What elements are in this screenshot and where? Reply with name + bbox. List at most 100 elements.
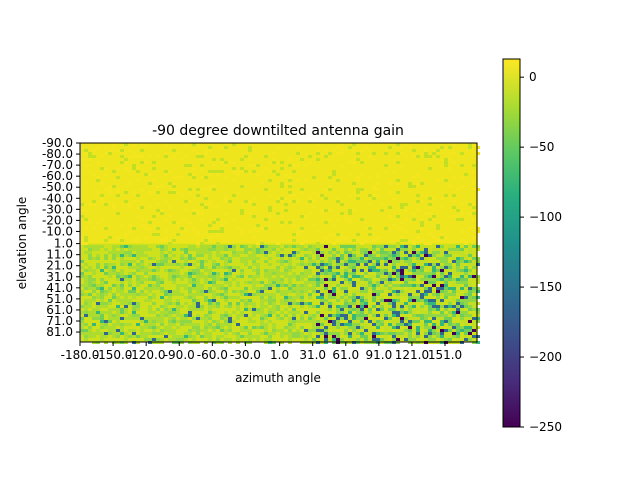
heatmap-cell <box>196 155 200 158</box>
heatmap-cell <box>404 254 408 257</box>
heatmap-cell <box>192 230 196 233</box>
heatmap-cell <box>252 287 256 290</box>
heatmap-cell <box>408 182 412 185</box>
heatmap-cell <box>168 182 172 185</box>
heatmap-cell <box>216 335 220 338</box>
heatmap-cell <box>312 224 316 227</box>
heatmap-cell <box>464 257 468 260</box>
heatmap-cell <box>280 260 284 263</box>
heatmap-cell <box>296 293 300 296</box>
heatmap-cell <box>104 305 108 308</box>
heatmap-cell <box>352 305 356 308</box>
heatmap-cell <box>332 338 336 341</box>
heatmap-cell <box>252 206 256 209</box>
heatmap-cell <box>424 290 428 293</box>
heatmap-cell <box>188 191 192 194</box>
heatmap-cell <box>224 257 228 260</box>
heatmap-cell <box>404 155 408 158</box>
heatmap-cell <box>116 275 120 278</box>
heatmap-cell <box>328 332 332 335</box>
heatmap-cell <box>468 299 472 302</box>
heatmap-cell <box>440 305 444 308</box>
heatmap-cell <box>472 308 476 311</box>
heatmap-cell <box>392 287 396 290</box>
heatmap-cell <box>92 323 96 326</box>
heatmap-cell <box>264 245 268 248</box>
heatmap-cell <box>112 257 116 260</box>
heatmap-cell <box>152 323 156 326</box>
heatmap-cell <box>324 335 328 338</box>
heatmap-cell <box>400 335 404 338</box>
heatmap-cell <box>84 158 88 161</box>
heatmap-cell <box>220 284 224 287</box>
heatmap-cell <box>404 284 408 287</box>
heatmap-cell <box>312 305 316 308</box>
heatmap-cell <box>456 218 460 221</box>
heatmap-cell <box>100 182 104 185</box>
heatmap-cell <box>136 317 140 320</box>
heatmap-cell <box>256 263 260 266</box>
heatmap-cell <box>196 305 200 308</box>
heatmap-cell <box>344 257 348 260</box>
heatmap-cell <box>300 296 304 299</box>
heatmap-cell <box>148 290 152 293</box>
heatmap-cell <box>332 296 336 299</box>
heatmap-cell <box>84 299 88 302</box>
heatmap-cell <box>208 146 212 149</box>
heatmap-cell <box>196 248 200 251</box>
heatmap-cell <box>172 269 176 272</box>
heatmap-cell <box>116 254 120 257</box>
heatmap-cell <box>140 218 144 221</box>
heatmap-cell <box>308 305 312 308</box>
heatmap-cell <box>160 254 164 257</box>
heatmap-cell <box>244 263 248 266</box>
heatmap-cell <box>408 311 412 314</box>
heatmap-cell <box>304 335 308 338</box>
heatmap-cell <box>172 191 176 194</box>
heatmap-cell <box>196 326 200 329</box>
heatmap-cell <box>264 272 268 275</box>
heatmap-cell <box>192 176 196 179</box>
heatmap-cell <box>284 260 288 263</box>
heatmap-cell <box>196 299 200 302</box>
heatmap-cell <box>416 290 420 293</box>
heatmap-cell <box>460 320 464 323</box>
heatmap-cell <box>156 263 160 266</box>
heatmap-cell <box>384 311 388 314</box>
heatmap-cell <box>308 272 312 275</box>
heatmap-cell <box>212 326 216 329</box>
heatmap-cell <box>436 149 440 152</box>
heatmap-cell <box>368 308 372 311</box>
heatmap-cell <box>368 263 372 266</box>
heatmap-cell <box>268 278 272 281</box>
heatmap-cell <box>328 209 332 212</box>
heatmap-cell <box>268 332 272 335</box>
heatmap-cell <box>456 314 460 317</box>
heatmap-cell <box>132 248 136 251</box>
heatmap-cell <box>344 263 348 266</box>
heatmap-cell <box>232 194 236 197</box>
heatmap-cell <box>428 263 432 266</box>
colorbar-tick-label: −150 <box>529 280 562 294</box>
heatmap-cell <box>84 245 88 248</box>
heatmap-cell <box>356 326 360 329</box>
heatmap-cell <box>208 251 212 254</box>
heatmap-cell <box>200 158 204 161</box>
heatmap-cell <box>324 308 328 311</box>
heatmap-cell <box>136 281 140 284</box>
heatmap-cell <box>448 329 452 332</box>
heatmap-cell <box>432 275 436 278</box>
heatmap-cell <box>428 308 432 311</box>
heatmap-cell <box>316 311 320 314</box>
heatmap-cell <box>196 323 200 326</box>
heatmap-cell <box>360 275 364 278</box>
heatmap-cell <box>184 155 188 158</box>
heatmap-cell <box>464 320 468 323</box>
heatmap-cell <box>432 326 436 329</box>
heatmap-cell <box>148 275 152 278</box>
heatmap-cell <box>128 272 132 275</box>
heatmap-cell <box>360 248 364 251</box>
heatmap-cell <box>412 314 416 317</box>
heatmap-cell <box>372 320 376 323</box>
heatmap-cell <box>264 260 268 263</box>
